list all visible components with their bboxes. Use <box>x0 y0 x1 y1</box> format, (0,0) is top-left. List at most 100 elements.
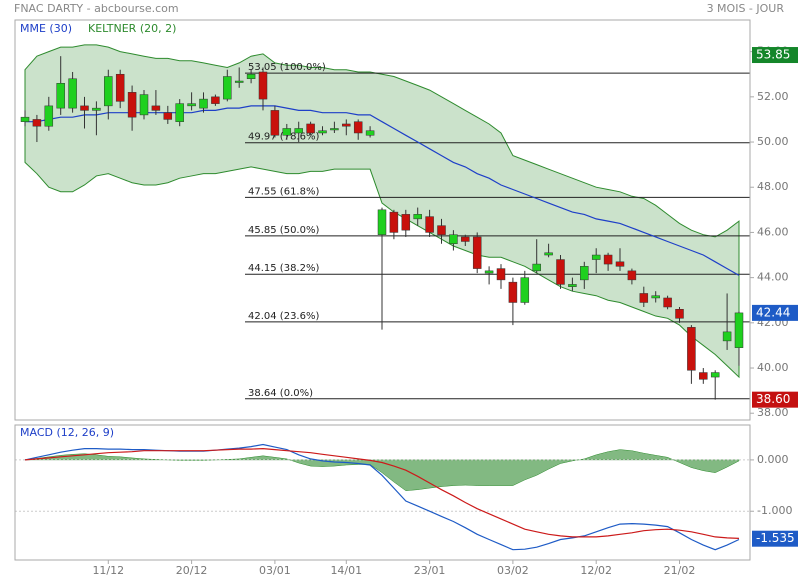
overlay: MME (30) KELTNER (20, 2) 11/12 20/12 03/01 14… <box>20 22 798 577</box>
x-tick-label: 23/01 <box>414 564 446 577</box>
fib-label: 38.64 (0.0%) <box>248 388 313 399</box>
candle-body <box>710 372 720 378</box>
candle-body <box>663 297 672 308</box>
fib-label: 53.05 (100.0%) <box>248 62 326 73</box>
candle-body <box>377 209 387 235</box>
candle-body <box>223 76 232 100</box>
price-tag-label: -1.535 <box>756 531 795 545</box>
fib-label: 47.55 (61.8%) <box>248 186 319 197</box>
candle-body <box>591 254 601 260</box>
candle-body <box>580 266 589 281</box>
panel-title: MACD (12, 26, 9) <box>20 426 114 439</box>
x-tick-label: 14/01 <box>330 564 362 577</box>
keltner-band <box>24 44 740 379</box>
price-tag-label: 42.44 <box>756 305 790 319</box>
y-tick-label: 0.000 <box>757 453 789 466</box>
x-tick-label: 03/01 <box>259 564 291 577</box>
price-tag <box>752 304 798 321</box>
fib-label: 44.15 (38.2%) <box>248 263 319 274</box>
candle-body <box>282 128 292 136</box>
x-tick-label: 03/02 <box>497 564 529 577</box>
candle-body <box>234 80 244 83</box>
price-tag-label: 38.60 <box>756 392 790 406</box>
candle-body <box>80 105 89 111</box>
candle-body <box>496 268 506 281</box>
candle-body <box>544 252 553 256</box>
fib-label: 42.04 (23.6%) <box>248 311 319 322</box>
candle-body <box>32 119 42 127</box>
candle-body <box>44 105 54 127</box>
candle-body <box>508 281 518 303</box>
candle-body <box>342 123 351 127</box>
x-tick-label: 21/02 <box>664 564 696 577</box>
candle-body <box>365 130 375 136</box>
candle-body <box>603 254 613 265</box>
price-tag <box>752 530 798 547</box>
candle-body <box>318 130 327 134</box>
candle-body <box>163 112 173 120</box>
candle-body <box>139 94 149 116</box>
chart-title: FNAC DARTY - abcbourse.com <box>14 2 179 15</box>
candle-body <box>437 225 446 235</box>
candle-body <box>413 214 422 220</box>
candle-body <box>115 73 125 102</box>
candle-body <box>401 214 411 231</box>
price-tag <box>752 47 798 64</box>
candle-body <box>484 270 494 274</box>
fib-label: 49.97 (78.6%) <box>248 132 319 143</box>
x-tick-label: 12/02 <box>580 564 612 577</box>
price-tag <box>752 391 798 408</box>
candle-body <box>92 107 101 111</box>
y-tick-label: 52.00 <box>757 90 789 103</box>
price-frame <box>14 19 751 421</box>
candle-body <box>639 293 649 303</box>
y-tick-label: 48.00 <box>757 180 789 193</box>
y-tick-label: 38.00 <box>757 406 789 419</box>
candle-body <box>627 270 637 281</box>
candle-body <box>20 116 30 122</box>
candle-body <box>449 234 458 244</box>
candle-body <box>568 284 577 287</box>
macd-panel <box>15 443 750 551</box>
candle-body <box>699 372 708 380</box>
x-tick-label: 20/12 <box>176 564 208 577</box>
price-tag-label: 53.85 <box>756 48 790 62</box>
candle-body <box>651 295 660 299</box>
candle-body <box>532 263 541 272</box>
fib-label: 45.85 (50.0%) <box>248 225 319 236</box>
candle-body <box>556 259 565 285</box>
candle-body <box>734 312 744 348</box>
candle-body <box>461 236 470 242</box>
candle-body <box>722 331 732 342</box>
y-tick-label: -1.000 <box>757 504 792 517</box>
x-tick-label: 11/12 <box>92 564 124 577</box>
candle-body <box>615 261 625 267</box>
candle-body <box>675 309 684 319</box>
macd-histogram <box>24 449 740 491</box>
candle-body <box>175 103 184 122</box>
period: 3 MOIS - JOUR <box>707 2 785 15</box>
candle-body <box>270 110 280 136</box>
legend-entry: KELTNER (20, 2) <box>88 22 176 35</box>
candle-body <box>294 128 303 134</box>
candle-body <box>68 78 77 109</box>
candle-body <box>330 128 339 131</box>
candle-body <box>56 83 65 109</box>
macd-line <box>24 443 740 551</box>
candle-body <box>104 76 113 107</box>
candle-body <box>151 105 161 111</box>
y-tick-label: 46.00 <box>757 225 789 238</box>
candle-body <box>520 277 530 303</box>
legend-entry: MME (30) <box>20 22 72 35</box>
y-tick-label: 44.00 <box>757 271 789 284</box>
y-tick-label: 40.00 <box>757 361 789 374</box>
macd-line <box>24 447 740 539</box>
candle-body <box>687 327 696 371</box>
candle-body <box>425 216 434 233</box>
candle-body <box>353 121 363 134</box>
candle-body <box>199 98 208 109</box>
candle-body <box>258 71 268 100</box>
macd-frame <box>14 424 751 561</box>
price-panel: 53.05 (100.0%) 49.97 (78.6%) 47.55 (61.8%)… <box>20 44 750 400</box>
